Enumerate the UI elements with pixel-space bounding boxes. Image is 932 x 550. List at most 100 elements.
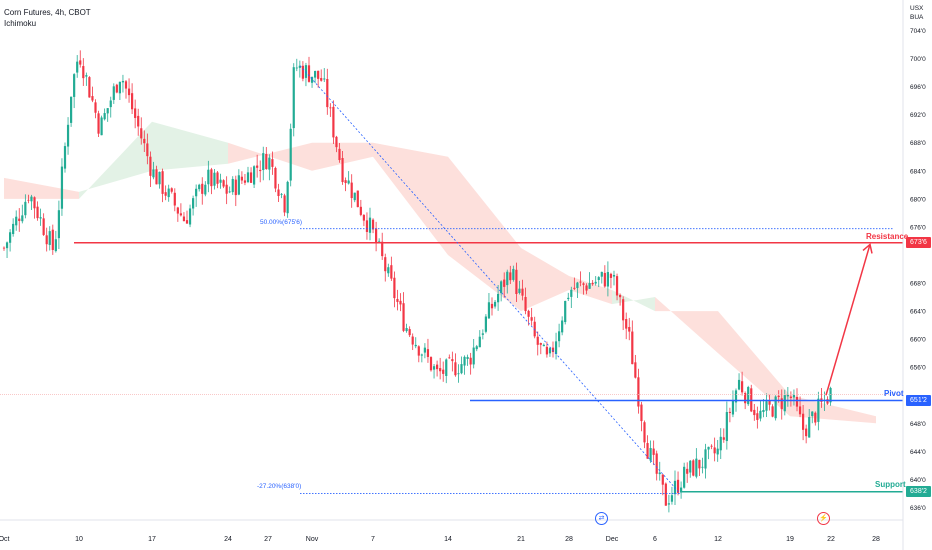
candle-body <box>143 138 146 144</box>
candle-body <box>481 333 484 335</box>
projection-arrow[interactable] <box>825 244 871 396</box>
fib-upper-label: 50.00%(675'6) <box>260 218 303 226</box>
candle-body <box>585 285 588 291</box>
candle-body <box>737 379 741 390</box>
candle-body <box>365 220 369 232</box>
time-tick-label: 28 <box>872 536 880 543</box>
fib-trend-line[interactable] <box>299 65 681 494</box>
candle-body <box>356 190 359 208</box>
candle-body <box>353 192 356 201</box>
ichimoku-cloud-segment <box>718 311 790 417</box>
candle-body <box>201 183 204 194</box>
price-tick-label: 656'0 <box>910 365 926 372</box>
candle-body <box>332 106 335 138</box>
candle-body <box>204 184 207 195</box>
candle-body <box>533 321 536 337</box>
candle-body <box>783 395 786 412</box>
candle-body <box>530 317 533 321</box>
candle-body <box>225 184 228 194</box>
candle-body <box>774 396 777 419</box>
candle-body <box>619 295 622 298</box>
support-price-flag: 638'2 <box>906 486 931 498</box>
candle-body <box>179 213 182 216</box>
symbol-title[interactable]: Corn Futures, 4h, CBOT <box>4 8 91 17</box>
candle-body <box>500 281 503 294</box>
candle-body <box>234 179 237 196</box>
candle-body <box>771 406 774 417</box>
candle-body <box>460 364 463 374</box>
candle-body <box>527 310 530 317</box>
candle-body <box>472 347 475 365</box>
candle-body <box>451 359 454 362</box>
ichimoku-cloud-segment <box>79 121 152 199</box>
lightning-icon[interactable]: ⚡ <box>817 512 830 525</box>
candle-body <box>314 71 317 78</box>
candle-body <box>24 201 27 216</box>
candle-body <box>256 165 259 168</box>
ichimoku-cloud-segment <box>612 290 655 312</box>
candle-body <box>210 169 213 187</box>
candle-body <box>707 446 710 450</box>
candle-body <box>173 192 176 206</box>
time-tick-label: 21 <box>517 536 525 543</box>
candle-body <box>326 78 329 108</box>
candle-body <box>298 65 301 68</box>
candle-body <box>655 453 658 474</box>
indicator-label[interactable]: Ichimoku <box>4 19 37 28</box>
candle-body <box>423 347 426 353</box>
candle-body <box>304 65 308 78</box>
chart-header: Corn Futures, 4h, CBOT Ichimoku <box>4 7 91 29</box>
candle-body <box>393 277 396 299</box>
candle-body <box>676 479 680 493</box>
time-tick-label: Nov <box>306 536 319 543</box>
candle-body <box>805 428 808 437</box>
split-icon[interactable]: ⇄ <box>595 512 608 525</box>
candle-body <box>789 396 792 398</box>
candle-body <box>231 178 234 193</box>
candle-body <box>469 357 472 365</box>
support-label: Support <box>875 479 906 489</box>
candle-body <box>490 303 494 309</box>
axis-unit-label: USX BUA <box>910 4 923 22</box>
resistance-label: Resistance <box>866 231 909 241</box>
candle-body <box>686 468 689 474</box>
candle-body <box>243 180 247 183</box>
candle-body <box>448 357 451 359</box>
candle-body <box>387 267 390 274</box>
candle-body <box>551 347 555 353</box>
candle-body <box>798 406 802 415</box>
candle-body <box>744 393 747 404</box>
candle-body <box>118 81 121 94</box>
candle-body <box>280 193 283 195</box>
candle-body <box>411 336 414 345</box>
time-tick-label: 12 <box>714 536 722 543</box>
candle-body <box>277 189 280 197</box>
candle-body <box>268 157 271 170</box>
candle-body <box>573 287 576 289</box>
time-tick-label: 27 <box>264 536 272 543</box>
candle-body <box>33 197 36 209</box>
candle-body <box>207 169 210 185</box>
candle-body <box>689 460 692 473</box>
candle-body <box>18 218 21 221</box>
candle-body <box>100 117 103 136</box>
candle-body <box>249 172 253 183</box>
ichimoku-cloud-segment <box>373 142 448 255</box>
candle-body <box>155 169 158 185</box>
candle-body <box>786 394 789 397</box>
time-tick-label: 6 <box>653 536 657 543</box>
candle-body <box>378 240 381 242</box>
candle-body <box>149 156 152 176</box>
candle-body <box>146 143 149 157</box>
candle-body <box>158 171 161 185</box>
candle-body <box>600 271 603 277</box>
candle-body <box>625 318 628 329</box>
candle-body <box>253 166 256 185</box>
candle-body <box>371 219 375 230</box>
candle-body <box>588 283 591 289</box>
candle-body <box>576 282 579 289</box>
candle-body <box>570 289 573 297</box>
candle-body <box>747 387 750 405</box>
ichimoku-cloud-segment <box>4 177 79 199</box>
